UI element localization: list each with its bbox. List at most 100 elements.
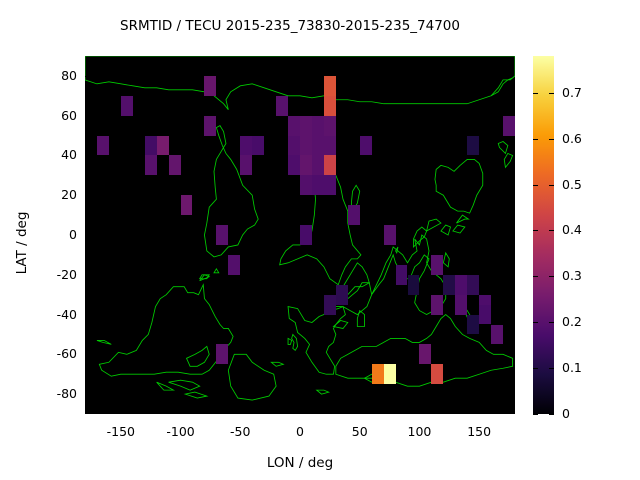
coastline-path: [491, 78, 512, 96]
x-tick-mark: [240, 409, 242, 414]
x-tick-mark: [300, 409, 301, 414]
heatmap-cells: [85, 56, 515, 414]
colorbar-tick-label: 0.4: [562, 222, 582, 238]
y-tick-label: 80: [61, 67, 77, 83]
heatmap-cell: [240, 135, 253, 156]
heatmap-cell: [371, 364, 384, 385]
heatmap-cell: [311, 175, 324, 196]
colorbar-tick-mark: [549, 276, 554, 278]
map-plot-area: [85, 56, 515, 414]
coastline-path: [187, 346, 210, 366]
heatmap-cell: [419, 344, 432, 365]
heatmap-cell: [300, 135, 312, 156]
heatmap-cell: [467, 314, 480, 335]
heatmap-cell: [252, 135, 265, 156]
x-tick-mark: [359, 409, 361, 414]
coastline-path: [317, 390, 329, 394]
colorbar-tick-mark: [533, 184, 538, 186]
heatmap-cell: [323, 115, 336, 136]
heatmap-cell: [323, 294, 336, 315]
y-tick-label: 20: [61, 187, 77, 203]
heatmap-cell: [359, 135, 372, 156]
x-tick-label: 100: [407, 424, 432, 439]
heatmap-cell: [431, 254, 444, 275]
colorbar-tick-mark: [533, 414, 538, 415]
heatmap-cell: [395, 264, 408, 285]
heatmap-cell: [288, 155, 300, 176]
colorbar-tick-mark: [533, 368, 538, 370]
coastline-path: [498, 142, 508, 154]
colorbar-tick-label: 0: [562, 406, 570, 421]
x-tick-mark: [120, 409, 122, 414]
coastline-path: [351, 185, 359, 211]
heatmap-cell: [204, 115, 217, 136]
coastline-path: [292, 334, 298, 350]
heatmap-cell: [276, 95, 289, 116]
y-tick-mark: [85, 155, 90, 157]
heatmap-cell: [300, 155, 312, 176]
coastline-path: [200, 275, 210, 281]
colorbar-tick-mark: [549, 184, 554, 186]
coastline-path: [99, 285, 233, 376]
x-tick-mark: [419, 409, 421, 414]
heatmap-cell: [407, 274, 420, 295]
colorbar-tick-mark: [549, 230, 554, 232]
heatmap-cell: [300, 115, 312, 136]
coastline-path: [456, 215, 468, 223]
colorbar-tick-label: 0.6: [562, 130, 582, 146]
heatmap-cell: [383, 225, 396, 245]
heatmap-cell: [335, 284, 348, 305]
coastline-path: [85, 56, 515, 110]
y-tick-label: 40: [61, 147, 77, 163]
heatmap-cell: [323, 75, 336, 96]
x-tick-mark: [479, 409, 481, 414]
y-tick-label: -40: [56, 306, 77, 322]
coastline-path: [185, 392, 207, 398]
colorbar-tick-mark: [549, 322, 554, 324]
colorbar: [533, 56, 554, 414]
heatmap-cell: [347, 205, 360, 226]
heatmap-cell: [96, 135, 109, 156]
y-axis-label: LAT / deg: [14, 211, 30, 275]
coastline-path: [357, 311, 364, 327]
y-tick-label: -60: [56, 346, 77, 362]
colorbar-gradient: [533, 56, 554, 414]
heatmap-cell: [240, 155, 253, 176]
coastline-path: [228, 354, 276, 400]
colorbar-tick-label: 0.5: [562, 176, 582, 192]
y-tick-label: -80: [56, 386, 77, 402]
y-tick-mark: [85, 354, 90, 356]
coastline-path: [333, 321, 347, 329]
heatmap-cell: [300, 175, 312, 196]
coastline-path: [413, 227, 426, 247]
heatmap-cell: [120, 95, 133, 116]
colorbar-tick-mark: [549, 92, 554, 94]
coastline-path: [271, 362, 283, 366]
heatmap-cell: [311, 115, 324, 136]
coastline-path: [427, 219, 441, 231]
coastline-path: [204, 126, 258, 257]
x-tick-label: 50: [351, 424, 368, 439]
y-tick-mark: [85, 115, 90, 117]
page-title: SRMTID / TECU 2015-235_73830-2015-235_74…: [120, 18, 460, 34]
heatmap-cell: [300, 225, 312, 245]
heatmap-cell: [180, 195, 193, 216]
x-tick-mark: [180, 409, 182, 414]
heatmap-cell: [144, 155, 157, 176]
coastline-path: [336, 315, 513, 387]
y-tick-mark: [85, 195, 90, 197]
heatmap-cell: [383, 364, 396, 385]
colorbar-tick-label: 0.2: [562, 314, 582, 330]
x-tick-label: -50: [230, 424, 251, 439]
coastline-path: [504, 153, 512, 167]
colorbar-tick-mark: [533, 92, 538, 94]
colorbar-tick-mark: [549, 368, 554, 370]
coastline-path: [441, 225, 451, 235]
heatmap-cell: [455, 274, 468, 295]
coastline-path: [97, 340, 111, 344]
heatmap-cell: [323, 175, 336, 196]
colorbar-tick-mark: [533, 138, 538, 140]
heatmap-cell: [503, 115, 515, 136]
heatmap-cell: [168, 155, 181, 176]
heatmap-cell: [431, 364, 444, 385]
